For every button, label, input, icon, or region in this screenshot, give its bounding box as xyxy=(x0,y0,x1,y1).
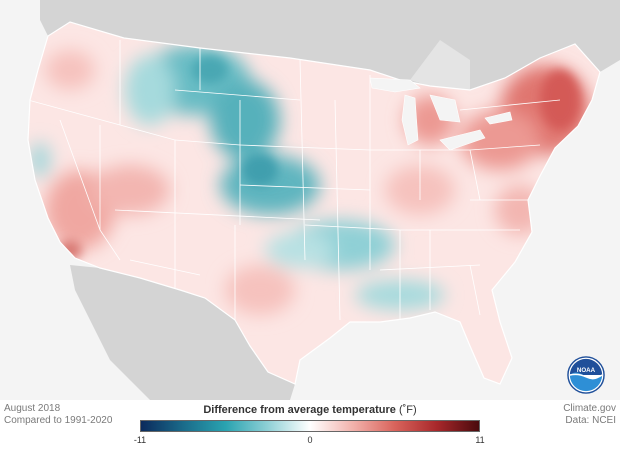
state-boundaries xyxy=(28,40,561,321)
credit-data: Data: NCEI xyxy=(565,415,616,426)
great-lakes xyxy=(369,77,513,151)
legend-title-text: Difference from average temperature xyxy=(203,404,396,416)
caption-baseline: Compared to 1991-2020 xyxy=(4,415,113,426)
neighbor-land xyxy=(40,0,620,400)
caption-block: August 2018 Compared to 1991-2020 xyxy=(4,403,112,427)
us-temperature-anomaly-map xyxy=(27,0,620,400)
credit-source: Climate.gov xyxy=(563,403,616,414)
credits-block: Climate.gov Data: NCEI xyxy=(563,403,616,427)
legend-color-bar xyxy=(140,420,480,432)
caption-period: August 2018 xyxy=(4,403,61,414)
conus-anomaly-field xyxy=(28,22,600,384)
legend-title: Difference from average temperature (˚F) xyxy=(140,404,480,416)
noaa-logo: NOAA xyxy=(567,356,605,394)
legend-tick-max: 11 xyxy=(475,435,485,445)
legend-tick-min: -11 xyxy=(133,435,147,445)
legend-tick-mid: 0 xyxy=(307,435,313,445)
legend-unit: (˚F) xyxy=(398,404,417,416)
conus-outline xyxy=(27,21,601,385)
svg-text:NOAA: NOAA xyxy=(577,367,596,374)
